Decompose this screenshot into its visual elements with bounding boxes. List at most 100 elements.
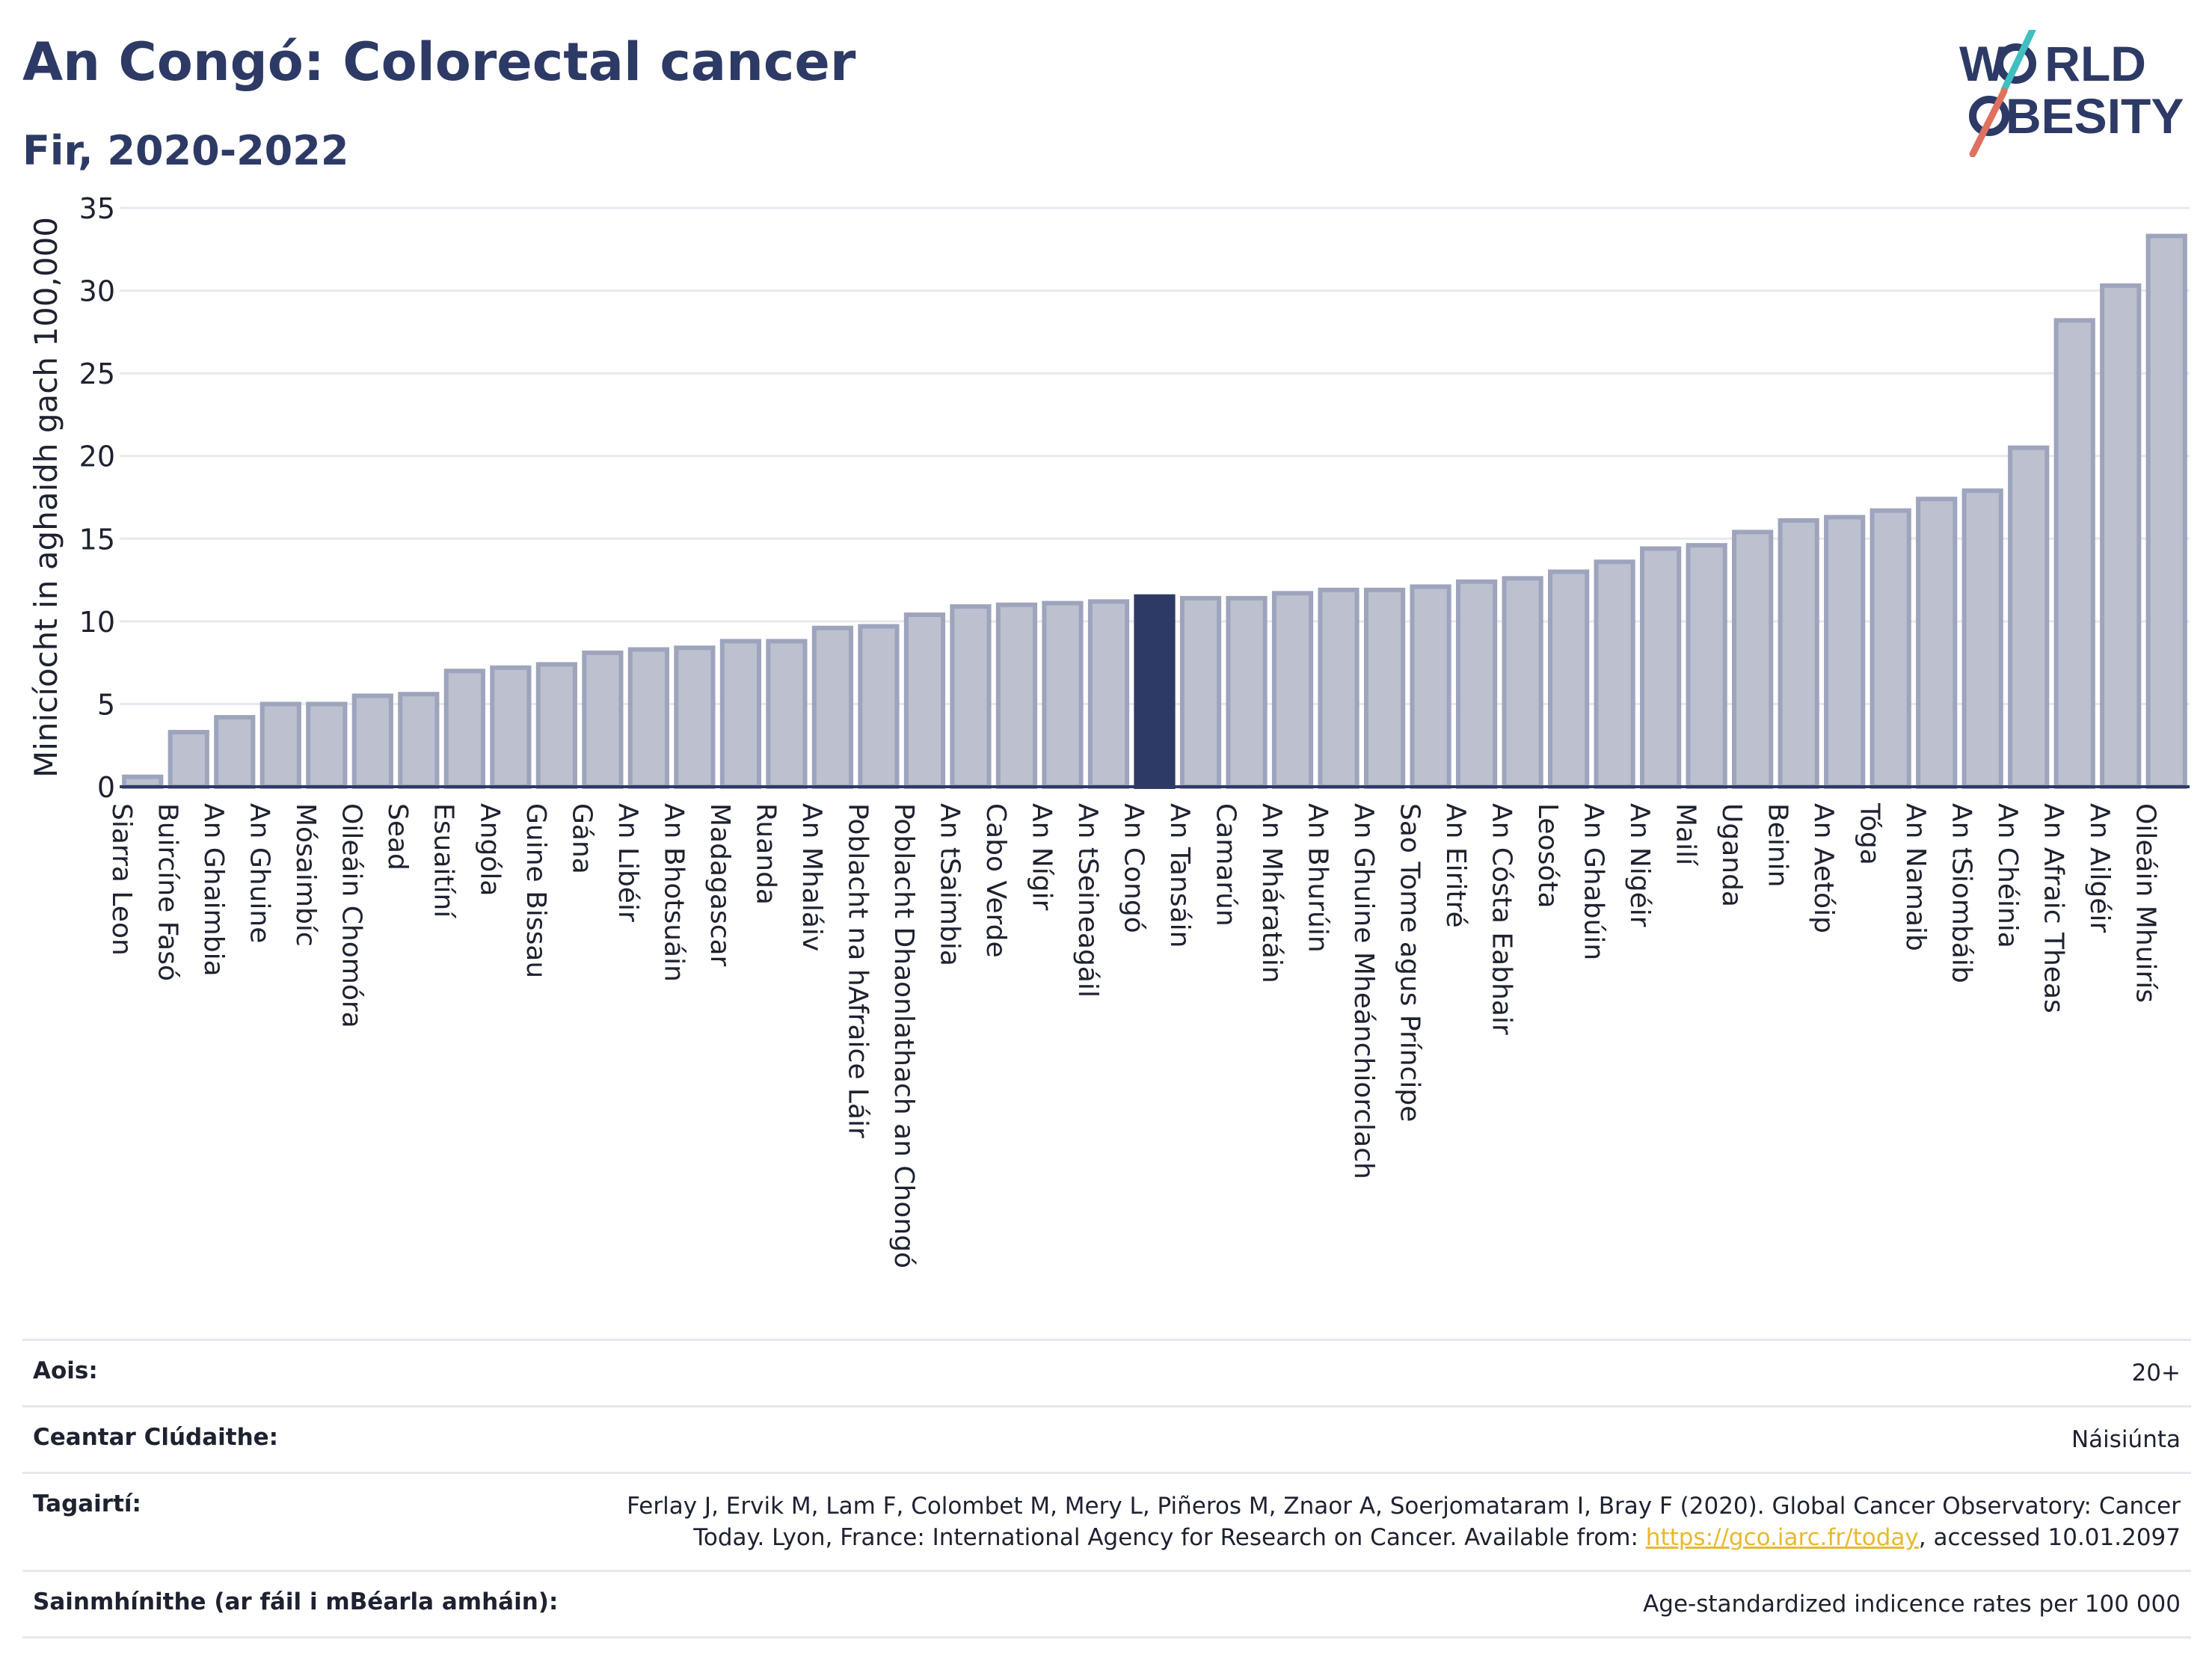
x-tick-label: An Bhotsuáin (658, 803, 689, 982)
y-tick-label: 25 (79, 357, 115, 390)
x-tick-label: Uganda (1716, 803, 1747, 907)
bar-3[interactable] (259, 701, 301, 790)
bar-33[interactable] (1640, 546, 1682, 789)
bar-11[interactable] (627, 647, 669, 789)
bar-16[interactable] (858, 624, 900, 790)
x-tick-label: Angóla (474, 803, 505, 896)
x-tick-label: An Cósta Eabhair (1486, 803, 1517, 1035)
x-tick-label: An Bhurúin (1302, 803, 1333, 953)
x-tick-label: An Ghuine Mheánchiorclach (1348, 803, 1379, 1179)
x-tick-label: An Libéir (612, 803, 643, 922)
bar-18[interactable] (950, 604, 992, 789)
meta-row-age: Aois: 20+ (22, 1339, 2191, 1407)
x-tick-label: Mailí (1671, 803, 1701, 866)
bar-25[interactable] (1271, 591, 1314, 790)
x-tick-label: Cabo Verde (980, 803, 1011, 958)
meta-value: 20+ (612, 1339, 2191, 1407)
bar-14[interactable] (766, 639, 808, 789)
x-axis-labels: Siarra Leon Buircíne Fasó An Ghaimbia An Gh… (106, 802, 2160, 1268)
bar-44[interactable] (2145, 233, 2187, 789)
bar-12[interactable] (674, 645, 716, 789)
meta-value: Náisiúnta (612, 1405, 2191, 1474)
y-tick-label: 15 (79, 523, 115, 556)
bar-26[interactable] (1318, 587, 1360, 790)
bar-21[interactable] (1087, 599, 1130, 789)
x-tick-label: Gána (566, 803, 597, 874)
bar-8[interactable] (490, 665, 532, 790)
bar-13[interactable] (719, 639, 762, 789)
logo-text-besity: BESITY (2006, 88, 2184, 144)
x-tick-label: An Ailgéir (2084, 803, 2115, 933)
meta-value: Age-standardized indicence rates per 100… (612, 1570, 2191, 1639)
x-tick-label: An Ghabúin (1579, 803, 1609, 960)
metadata-table: Aois: 20+ Ceantar Clúdaithe: Náisiúnta T… (22, 1339, 2191, 1639)
bar-29[interactable] (1455, 579, 1498, 789)
bar-37[interactable] (1824, 515, 1866, 790)
x-tick-label: Tóga (1855, 802, 1885, 865)
bar-28[interactable] (1410, 584, 1451, 789)
bar-27[interactable] (1363, 587, 1406, 790)
x-tick-label: Beinin (1763, 803, 1793, 887)
y-tick-label: 0 (97, 771, 115, 804)
bar-9[interactable] (535, 662, 577, 790)
x-tick-label: An tSeineagáil (1072, 803, 1103, 998)
reference-link[interactable]: https://gco.iarc.fr/today (1645, 1524, 1919, 1551)
x-tick-label: Camarún (1210, 803, 1241, 927)
bar-22[interactable] (1134, 594, 1176, 790)
x-tick-label: An Congó (1118, 803, 1149, 933)
x-tick-label: Ruanda (750, 803, 781, 905)
bar-35[interactable] (1732, 529, 1774, 789)
bar-1[interactable] (168, 730, 209, 789)
x-tick-label: Guine Bissau (520, 803, 551, 978)
bar-7[interactable] (443, 669, 485, 790)
bar-42[interactable] (2053, 318, 2095, 789)
bar-19[interactable] (995, 602, 1038, 789)
bar-5[interactable] (351, 693, 393, 789)
y-tick-label: 35 (79, 192, 115, 225)
logo-slash-coral (1969, 87, 2008, 157)
logo-o-ring-top (1996, 43, 2036, 84)
bars (122, 233, 2187, 790)
bar-38[interactable] (1870, 508, 1911, 789)
bar-15[interactable] (811, 625, 854, 790)
x-tick-label: An Chéinia (1992, 803, 2023, 948)
bar-32[interactable] (1594, 559, 1635, 789)
bar-6[interactable] (398, 692, 440, 789)
bar-41[interactable] (2008, 445, 2050, 790)
bar-20[interactable] (1042, 601, 1084, 789)
y-axis-ticks: 0 5 10 15 20 25 30 35 (79, 192, 115, 804)
y-axis-label: Minicíocht in aghaidh gach 100,000 (28, 217, 64, 778)
bar-10[interactable] (582, 650, 624, 789)
meta-row-definitions: Sainmhínithe (ar fáil i mBéarla amháin):… (22, 1570, 2191, 1639)
bar-31[interactable] (1547, 569, 1590, 789)
bar-39[interactable] (1916, 497, 1958, 789)
meta-row-references: Tagairtí: Ferlay J, Ervik M, Lam F, Colo… (22, 1472, 2191, 1572)
logo-slash-teal (2000, 30, 2036, 93)
x-tick-label: Leosóta (1532, 803, 1563, 909)
y-tick-label: 20 (79, 440, 115, 473)
meta-key: Aois: (22, 1339, 612, 1407)
x-tick-label: An Eiritré (1440, 803, 1471, 928)
x-tick-label: An tSiombáib (1947, 803, 1977, 983)
x-tick-label: Esuaitíní (428, 803, 459, 918)
meta-value: Ferlay J, Ervik M, Lam F, Colombet M, Me… (612, 1472, 2191, 1572)
bar-34[interactable] (1686, 543, 1727, 789)
x-tick-label: Madagascar (704, 803, 735, 967)
x-tick-label: Mósaimbíc (290, 803, 321, 947)
bar-36[interactable] (1778, 518, 1819, 790)
bar-23[interactable] (1179, 595, 1222, 790)
reference-suffix: , accessed 10.01.2097 (1918, 1524, 2181, 1551)
bar-43[interactable] (2100, 283, 2142, 789)
x-tick-label: Siarra Leon (106, 803, 137, 956)
bar-17[interactable] (903, 612, 946, 789)
bar-40[interactable] (1961, 488, 2003, 789)
bar-4[interactable] (306, 701, 348, 790)
bar-2[interactable] (214, 715, 256, 789)
bar-30[interactable] (1502, 576, 1543, 789)
x-tick-label: An Mháratáin (1256, 803, 1287, 983)
x-tick-label: An Nígir (1026, 803, 1057, 911)
bar-24[interactable] (1226, 595, 1268, 790)
y-tick-label: 5 (97, 688, 115, 721)
x-tick-label: An Namaib (1900, 803, 1931, 951)
world-obesity-logo: W RLD BESITY (1959, 30, 2184, 157)
